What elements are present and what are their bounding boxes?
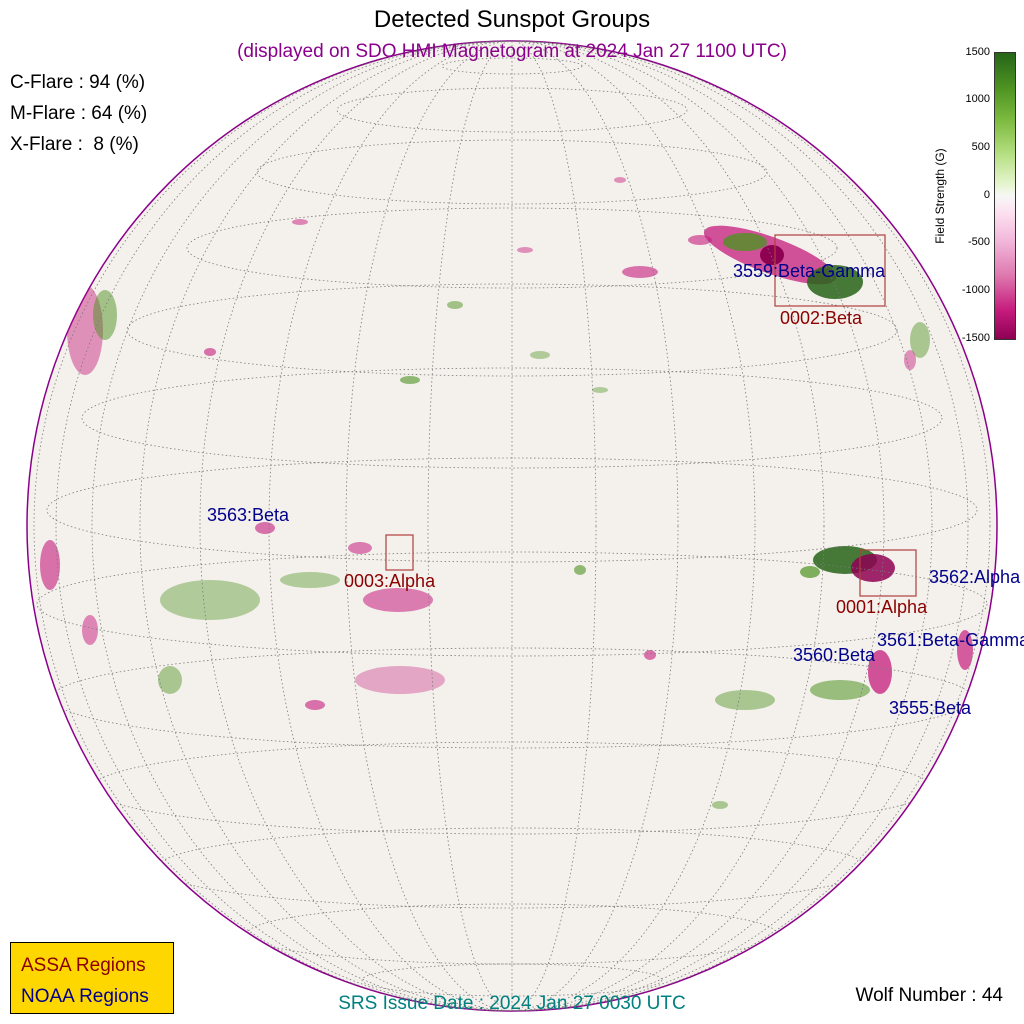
colorbar-tick: -1500 bbox=[961, 332, 990, 344]
noaa-region-3563: 3563:Beta bbox=[207, 505, 290, 525]
map-title: Detected Sunspot Groups bbox=[373, 6, 651, 33]
noaa-region-3559: 3559:Beta-Gamma bbox=[733, 261, 886, 281]
assa-region-0002: 0002:Beta bbox=[780, 308, 863, 328]
magnetogram-patches bbox=[40, 177, 973, 809]
wolf-number: Wolf Number : 44 bbox=[855, 985, 1003, 1006]
map-subtitle: (displayed on SDO HMI Magnetogram at 202… bbox=[237, 41, 787, 62]
region-box-0003 bbox=[385, 534, 414, 571]
legend-noaa-regions: NOAA Regions bbox=[21, 986, 149, 1007]
colorbar-tick: 500 bbox=[971, 141, 990, 153]
colorbar-tick: -500 bbox=[967, 236, 990, 248]
c-flare-probability: C-Flare : 94 (%) bbox=[10, 72, 146, 93]
legend-assa-regions: ASSA Regions bbox=[21, 955, 146, 976]
field-strength-colorbar bbox=[994, 52, 1016, 340]
noaa-region-3561: 3561:Beta-Gamma bbox=[877, 630, 1024, 650]
colorbar-tick: 0 bbox=[983, 189, 990, 201]
assa-region-0003: 0003:Alpha bbox=[344, 571, 436, 591]
m-flare-probability: M-Flare : 64 (%) bbox=[10, 103, 148, 124]
colorbar-tick: -1000 bbox=[961, 284, 990, 296]
colorbar-tick: 1000 bbox=[965, 93, 990, 105]
region-legend: ASSA Regions NOAA Regions bbox=[10, 942, 174, 1014]
colorbar-label: Field Strength (G) bbox=[933, 148, 947, 244]
noaa-region-3562: 3562:Alpha bbox=[929, 567, 1021, 587]
assa-region-boxes bbox=[385, 234, 917, 597]
assa-region-0001: 0001:Alpha bbox=[836, 597, 928, 617]
region-box-0001 bbox=[859, 549, 917, 597]
noaa-region-3560: 3560:Beta bbox=[793, 645, 876, 665]
srs-issue-date: SRS Issue Date : 2024 Jan 27 0030 UTC bbox=[338, 993, 686, 1014]
colorbar-tick: 1500 bbox=[965, 46, 990, 58]
x-flare-probability: X-Flare : 8 (%) bbox=[10, 134, 139, 155]
region-box-0002 bbox=[774, 234, 886, 307]
noaa-region-3555: 3555:Beta bbox=[889, 698, 972, 718]
